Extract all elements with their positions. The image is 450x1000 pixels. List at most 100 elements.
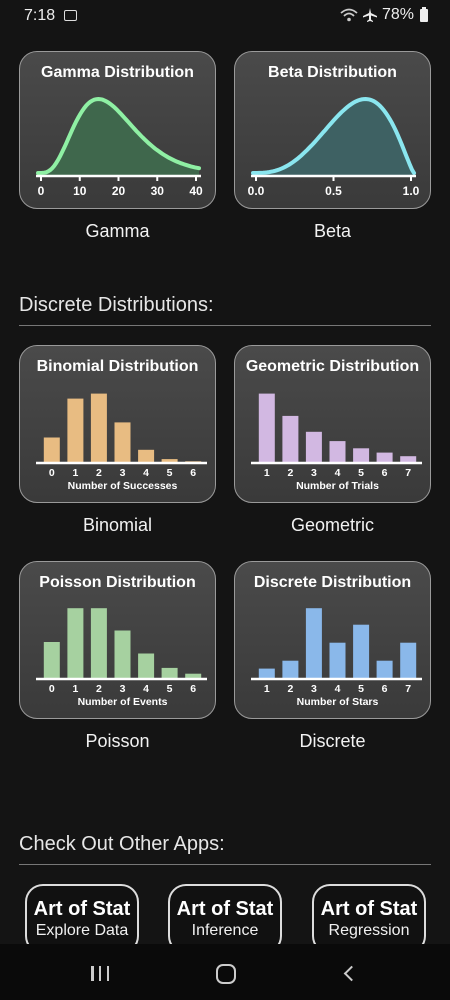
bar: [400, 642, 417, 678]
bar: [114, 630, 131, 678]
bar: [67, 398, 84, 462]
geometric-distribution-card[interactable]: Geometric Distribution 1 2 3 4 5 6 7 Number of …: [234, 345, 431, 503]
x-tick-label: 3: [120, 467, 126, 479]
x-tick-label: 6: [382, 683, 388, 695]
card-caption: Discrete: [299, 731, 366, 751]
bar: [185, 673, 202, 678]
x-tick-label: 2: [287, 467, 293, 479]
x-tick-label: 5: [167, 683, 173, 695]
bar: [138, 653, 155, 678]
beta-distribution-card[interactable]: Beta Distribution 0.0 0.5 1.0: [234, 51, 431, 209]
bar: [185, 461, 202, 462]
bar: [43, 642, 60, 678]
card-caption: Geometric: [290, 515, 375, 535]
recent-apps-icon[interactable]: [91, 966, 109, 981]
apps-section-title: Check Out Other Apps:: [19, 833, 225, 855]
bar: [305, 608, 322, 678]
bar: [329, 441, 346, 462]
bar: [43, 437, 60, 462]
density-area: [253, 99, 414, 176]
airplane-mode-icon: [362, 8, 377, 22]
x-tick-label: 1: [72, 467, 78, 479]
bar: [376, 660, 393, 678]
x-tick-label: 2: [96, 467, 102, 479]
app-subtitle: Inference: [191, 922, 259, 939]
beta-density-chart: 0.0 0.5 1.0: [248, 96, 420, 198]
discrete-distribution-card[interactable]: Discrete Distribution 1 2 3 4 5 6 7 Number of S…: [234, 561, 431, 719]
x-tick-label: 4: [335, 683, 341, 695]
section-divider: [19, 864, 431, 865]
x-tick-label: 1: [264, 683, 270, 695]
x-tick-label: 7: [405, 467, 411, 479]
battery-icon: [420, 6, 428, 22]
x-tick-label: 5: [358, 467, 364, 479]
x-tick-label: 6: [190, 683, 196, 695]
bar: [353, 624, 370, 678]
x-tick-label: 0.5: [325, 184, 342, 198]
x-tick-label: 4: [143, 467, 149, 479]
card-title: Binomial Distribution: [36, 358, 199, 375]
bar: [90, 608, 107, 678]
photo-notification-icon: [64, 10, 77, 21]
card-caption: Poisson: [85, 731, 150, 751]
gamma-distribution-card[interactable]: Gamma Distribution 0 10 20 30 40: [19, 51, 216, 209]
card-title: Poisson Distribution: [39, 574, 196, 591]
x-tick-label: 7: [405, 683, 411, 695]
x-axis-label: Number of Stars: [297, 696, 379, 708]
app-name: Art of Stat: [176, 898, 274, 920]
bar: [282, 415, 299, 462]
x-tick-label: 0: [38, 184, 45, 198]
x-tick-label: 2: [287, 683, 293, 695]
bar: [138, 449, 155, 462]
app-name: Art of Stat: [33, 898, 131, 920]
binomial-bar-chart: 0 1 2 3 4 5 6 Number of Successes: [36, 393, 207, 492]
card-caption: Gamma: [85, 221, 150, 241]
poisson-distribution-card[interactable]: Poisson Distribution 0 1 2 3 4 5 6 Number of Ev…: [19, 561, 216, 719]
bar: [258, 668, 275, 678]
x-tick-label: 5: [358, 683, 364, 695]
bar: [305, 431, 322, 462]
x-tick-label: 6: [190, 467, 196, 479]
app-subtitle: Explore Data: [35, 922, 129, 939]
bar: [400, 456, 417, 462]
bar: [353, 448, 370, 462]
wifi-icon: [340, 8, 358, 22]
app-inference-button[interactable]: Art of Stat Inference: [168, 884, 282, 954]
bar: [376, 452, 393, 462]
x-tick-label: 0: [49, 683, 55, 695]
bar: [67, 608, 84, 678]
x-tick-label: 40: [189, 184, 203, 198]
density-curve: [36, 96, 201, 175]
x-tick-label: 2: [96, 683, 102, 695]
card-title: Geometric Distribution: [245, 358, 420, 375]
binomial-distribution-card[interactable]: Binomial Distribution 0 1 2 3 4 5 6 Number of S…: [19, 345, 216, 503]
app-subtitle: Regression: [328, 922, 410, 939]
bar: [258, 393, 275, 462]
app-name: Art of Stat: [320, 898, 418, 920]
card-title: Discrete Distribution: [253, 574, 412, 591]
discrete-bar-chart: 1 2 3 4 5 6 7 Number of Stars: [251, 608, 422, 708]
card-title: Gamma Distribution: [41, 64, 194, 81]
poisson-bar-chart: 0 1 2 3 4 5 6 Number of Events: [36, 608, 207, 708]
x-tick-label: 20: [112, 184, 126, 198]
x-tick-label: 30: [151, 184, 165, 198]
home-icon[interactable]: [216, 964, 236, 984]
x-tick-label: 3: [120, 683, 126, 695]
x-tick-label: 1.0: [403, 184, 420, 198]
x-tick-label: 5: [167, 467, 173, 479]
back-icon[interactable]: [343, 965, 360, 982]
x-tick-label: 1: [264, 467, 270, 479]
x-tick-label: 1: [72, 683, 78, 695]
bar: [90, 393, 107, 462]
status-time: 7:18: [24, 7, 56, 24]
bar: [282, 660, 299, 678]
bar: [161, 459, 178, 462]
x-tick-label: 3: [311, 683, 317, 695]
status-bar: 7:18 78%: [0, 0, 450, 32]
x-tick-label: 6: [382, 467, 388, 479]
section-divider: [19, 325, 431, 326]
x-tick-label: 0.0: [248, 184, 265, 198]
app-explore-data-button[interactable]: Art of Stat Explore Data: [25, 884, 139, 954]
bar: [161, 667, 178, 678]
status-indicators: 78%: [340, 6, 428, 24]
